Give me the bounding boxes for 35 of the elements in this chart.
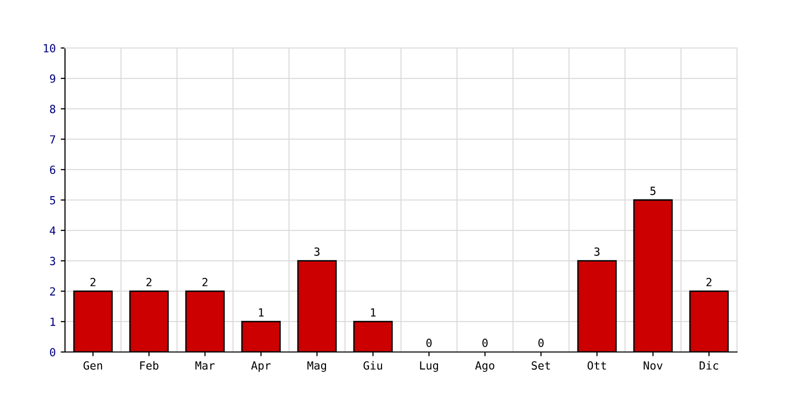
y-tick-label: 10 bbox=[44, 44, 56, 52]
y-tick-label: 0 bbox=[50, 348, 56, 356]
y-tick-label: 7 bbox=[50, 135, 56, 144]
x-tick-label: Ott bbox=[588, 361, 606, 370]
y-tick-label: 4 bbox=[50, 226, 56, 235]
data-label: 2 bbox=[90, 278, 96, 286]
y-tick-label: 1 bbox=[50, 318, 56, 326]
x-tick-label: Set bbox=[532, 361, 550, 370]
y-tick-label: 3 bbox=[50, 256, 56, 266]
x-tick-label: Mag bbox=[307, 361, 326, 372]
data-label: 3 bbox=[594, 247, 600, 256]
data-label: 0 bbox=[426, 338, 432, 348]
data-label: 2 bbox=[706, 278, 712, 286]
y-tick-label: 2 bbox=[50, 287, 56, 296]
y-tick-label: 6 bbox=[50, 166, 56, 174]
y-tick-label: 8 bbox=[50, 104, 56, 114]
data-label: 1 bbox=[370, 308, 376, 317]
x-tick-label: Dic bbox=[700, 361, 718, 370]
x-tick-label: Nov bbox=[644, 361, 662, 370]
x-tick-label: Feb bbox=[140, 361, 158, 370]
x-tick-label: Mar bbox=[195, 361, 215, 370]
y-tick-label: 5 bbox=[50, 196, 56, 204]
x-tick-label: Lug bbox=[420, 361, 438, 372]
data-label: 0 bbox=[538, 338, 544, 348]
data-label: 2 bbox=[202, 278, 208, 286]
x-tick-label: Ago bbox=[475, 361, 494, 372]
x-tick-label: Apr bbox=[251, 361, 271, 372]
data-label: 0 bbox=[482, 338, 488, 348]
data-label: 2 bbox=[146, 278, 152, 286]
x-tick-label: Gen bbox=[84, 361, 102, 370]
y-tick-label: 9 bbox=[50, 74, 56, 83]
data-label: 3 bbox=[314, 247, 320, 256]
data-label: 1 bbox=[258, 308, 264, 317]
data-label: 5 bbox=[650, 186, 656, 196]
x-tick-label: Giu bbox=[364, 361, 382, 370]
